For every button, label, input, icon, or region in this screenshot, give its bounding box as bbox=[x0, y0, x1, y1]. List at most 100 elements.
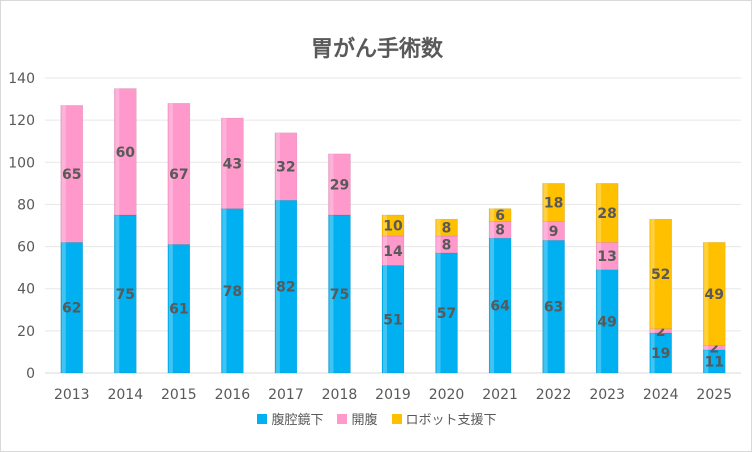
bar-highlight bbox=[329, 214, 334, 373]
bar-highlight bbox=[383, 236, 387, 266]
bar-highlight bbox=[115, 88, 120, 215]
data-label: 60 bbox=[116, 145, 136, 161]
data-label: 10 bbox=[383, 219, 403, 235]
y-tick-label: 100 bbox=[8, 155, 35, 171]
data-label: 19 bbox=[651, 346, 670, 362]
bar-highlight bbox=[329, 153, 334, 215]
data-label: 8 bbox=[442, 221, 452, 237]
x-tick-label: 2013 bbox=[54, 387, 90, 403]
bar-highlight bbox=[115, 214, 120, 373]
bar-highlight bbox=[383, 214, 387, 237]
data-label: 64 bbox=[490, 299, 510, 315]
y-tick-label: 20 bbox=[17, 324, 35, 340]
x-tick-label: 2014 bbox=[107, 387, 143, 403]
data-label: 61 bbox=[169, 302, 188, 318]
bar-highlight bbox=[490, 221, 495, 239]
bar-segment bbox=[274, 132, 298, 201]
bar-highlight bbox=[650, 332, 655, 373]
x-tick-label: 2023 bbox=[589, 387, 625, 403]
bar-highlight bbox=[490, 238, 495, 373]
data-label: 32 bbox=[276, 160, 295, 176]
data-label: 52 bbox=[651, 267, 670, 283]
x-tick-label: 2017 bbox=[268, 387, 304, 403]
bar-segment bbox=[542, 183, 565, 222]
legend-item: ロボット支援下 bbox=[391, 409, 497, 428]
bar-segment bbox=[381, 235, 405, 266]
data-label: 75 bbox=[116, 287, 135, 303]
y-tick-label: 140 bbox=[8, 71, 35, 87]
data-label: 6 bbox=[495, 208, 505, 224]
x-tick-label: 2019 bbox=[375, 387, 411, 403]
bar-segment bbox=[221, 117, 244, 209]
bar-segment bbox=[328, 153, 351, 216]
chart-title: 胃がん手術数 bbox=[310, 37, 443, 62]
data-label: 14 bbox=[383, 244, 403, 260]
legend-item: 開腹 bbox=[337, 409, 378, 428]
legend-label: 腹腔鏡下 bbox=[271, 413, 324, 428]
bar-highlight bbox=[383, 265, 387, 373]
bar-highlight bbox=[597, 269, 602, 373]
data-label: 65 bbox=[62, 167, 81, 183]
bar-segment bbox=[488, 220, 512, 239]
x-tick-label: 2018 bbox=[322, 387, 358, 403]
bar-segment bbox=[488, 208, 512, 222]
data-label: 13 bbox=[597, 249, 616, 265]
data-label: 49 bbox=[704, 287, 723, 303]
x-tick-label: 2020 bbox=[429, 387, 465, 403]
data-label: 43 bbox=[223, 156, 242, 172]
bar-segment bbox=[595, 183, 619, 243]
bar-segment bbox=[649, 218, 672, 330]
bar-highlight bbox=[168, 244, 173, 373]
bar-segment bbox=[114, 88, 137, 216]
data-label: 9 bbox=[549, 224, 559, 240]
legend-label: 開腹 bbox=[351, 413, 378, 428]
data-label: 8 bbox=[442, 237, 452, 253]
data-label: 62 bbox=[62, 301, 81, 317]
data-label: 75 bbox=[330, 287, 349, 303]
data-label: 2 bbox=[709, 341, 719, 357]
x-tick-label: 2021 bbox=[482, 387, 518, 403]
bar-highlight bbox=[597, 242, 602, 270]
legend-label: ロボット支援下 bbox=[405, 413, 497, 428]
bar-highlight bbox=[704, 349, 709, 373]
bar-highlight bbox=[436, 252, 441, 373]
data-label: 78 bbox=[223, 284, 242, 300]
bar-highlight bbox=[704, 345, 709, 350]
bar-segment bbox=[381, 214, 405, 237]
x-tick-label: 2015 bbox=[161, 387, 197, 403]
bar-highlight bbox=[61, 105, 66, 243]
data-label: 2 bbox=[656, 324, 666, 340]
bar-segment bbox=[167, 102, 191, 245]
bar-segment bbox=[702, 242, 726, 346]
bar-highlight bbox=[650, 219, 655, 329]
bar-highlight bbox=[490, 208, 495, 222]
bar-highlight bbox=[275, 200, 280, 373]
legend-item: 腹腔鏡下 bbox=[257, 409, 323, 428]
bar-highlight bbox=[61, 242, 66, 373]
data-label: 82 bbox=[276, 280, 295, 296]
x-tick-label: 2022 bbox=[536, 387, 572, 403]
legend: 腹腔鏡下 開腹 ロボット支援下 bbox=[1, 409, 752, 428]
x-tick-label: 2016 bbox=[215, 387, 251, 403]
bar-highlight bbox=[650, 328, 655, 333]
data-label: 18 bbox=[544, 195, 563, 211]
bar-highlight bbox=[543, 183, 548, 222]
x-tick-label: 2025 bbox=[696, 387, 732, 403]
bar-highlight bbox=[436, 219, 441, 237]
data-label: 57 bbox=[437, 306, 456, 322]
legend-swatch bbox=[337, 413, 348, 424]
data-label: 63 bbox=[544, 300, 563, 316]
bar-highlight bbox=[222, 118, 227, 209]
bar-highlight bbox=[222, 208, 227, 373]
data-label: 49 bbox=[597, 314, 616, 330]
y-tick-label: 60 bbox=[17, 240, 35, 256]
data-label: 67 bbox=[169, 167, 188, 183]
bar-highlight bbox=[704, 242, 709, 346]
data-label: 11 bbox=[704, 354, 723, 370]
data-label: 51 bbox=[383, 312, 402, 328]
y-tick-label: 120 bbox=[8, 113, 35, 129]
bar-highlight bbox=[436, 236, 441, 253]
bar-highlight bbox=[168, 103, 173, 245]
